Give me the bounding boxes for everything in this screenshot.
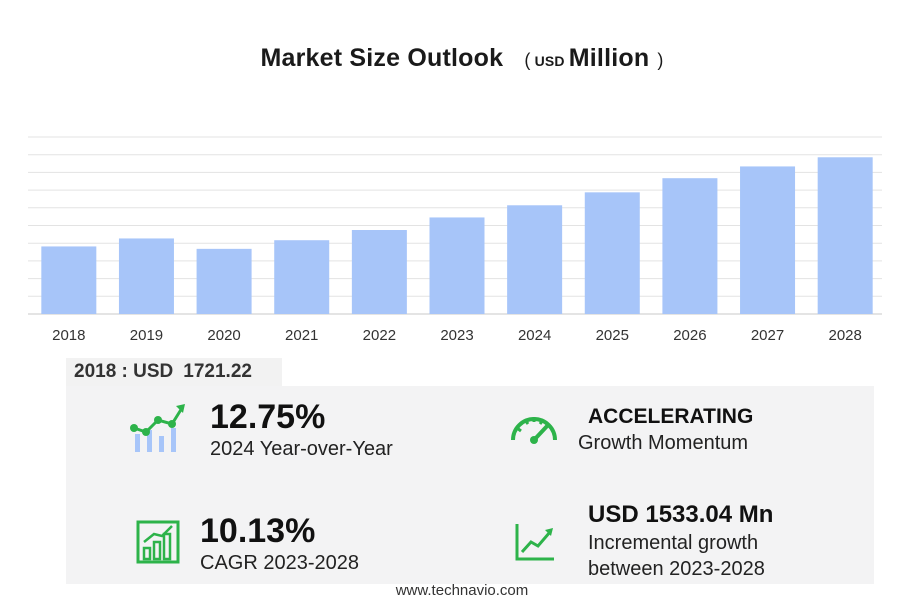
x-tick-label: 2027	[751, 327, 784, 344]
bar-2020	[196, 248, 252, 314]
x-tick-label: 2023	[440, 327, 473, 344]
incremental-label-line2: between 2023-2028	[588, 558, 765, 580]
x-tick-label: 2022	[363, 327, 396, 344]
cagr-label: CAGR 2023-2028	[200, 552, 359, 574]
bar-2027	[740, 166, 796, 314]
bar-2023	[429, 217, 485, 314]
bar-chart: 2018 2019 2020 2021 2022 2023 2024 2025 2026 2027…	[28, 136, 882, 344]
yoy-label: 2024 Year-over-Year	[210, 438, 393, 460]
base-year-value: 2018 : USD 1721.22	[66, 358, 282, 386]
bar-2024	[507, 205, 563, 314]
line-trend-icon	[515, 524, 554, 561]
x-tick-label: 2025	[596, 327, 629, 344]
speedometer-icon	[511, 417, 557, 444]
title-open-paren: (	[524, 50, 531, 70]
momentum-value: ACCELERATING	[588, 405, 754, 428]
bar-2021	[274, 240, 330, 314]
kpi-cagr: 10.13% CAGR 2023-2028	[200, 512, 359, 576]
title-currency: USD	[534, 53, 565, 69]
bar-2022	[351, 230, 407, 314]
base-year-label: 2018 : USD	[74, 361, 174, 382]
x-tick-label: 2019	[130, 327, 163, 344]
cagr-value: 10.13%	[200, 512, 316, 550]
bar-2028	[817, 157, 873, 314]
bar-growth-icon	[136, 520, 180, 564]
x-tick-label: 2026	[673, 327, 706, 344]
incremental-value: USD 1533.04 Mn	[588, 501, 774, 528]
kpi-yoy: 12.75% 2024 Year-over-Year	[210, 398, 393, 462]
kpi-panel: 12.75% 2024 Year-over-Year ACCELERATING …	[66, 386, 874, 584]
x-tick-label: 2024	[518, 327, 551, 344]
momentum-label: Growth Momentum	[578, 432, 749, 454]
base-year-number: 1721.22	[183, 361, 252, 382]
kpi-momentum: ACCELERATING Growth Momentum	[578, 404, 753, 456]
x-tick-label: 2021	[285, 327, 318, 344]
bar-2025	[584, 192, 640, 314]
bar-2026	[662, 178, 718, 314]
incremental-label-line1: Incremental growth	[588, 532, 759, 554]
chart-title: Market Size Outlook (USD Million)	[0, 44, 924, 73]
title-main: Market Size Outlook	[260, 44, 504, 72]
x-tick-label: 2028	[828, 327, 861, 344]
growth-chart-icon	[130, 404, 185, 452]
title-close-paren: )	[657, 50, 664, 70]
bar-2018	[41, 246, 97, 314]
x-tick-label: 2020	[207, 327, 240, 344]
x-tick-label: 2018	[52, 327, 85, 344]
yoy-value: 12.75%	[210, 398, 326, 436]
bar-2019	[118, 238, 174, 314]
kpi-incremental: USD 1533.04 Mn Incremental growth betwee…	[588, 500, 773, 582]
title-unit: Million	[568, 44, 650, 72]
footer-source[interactable]: www.technavio.com	[395, 582, 529, 599]
